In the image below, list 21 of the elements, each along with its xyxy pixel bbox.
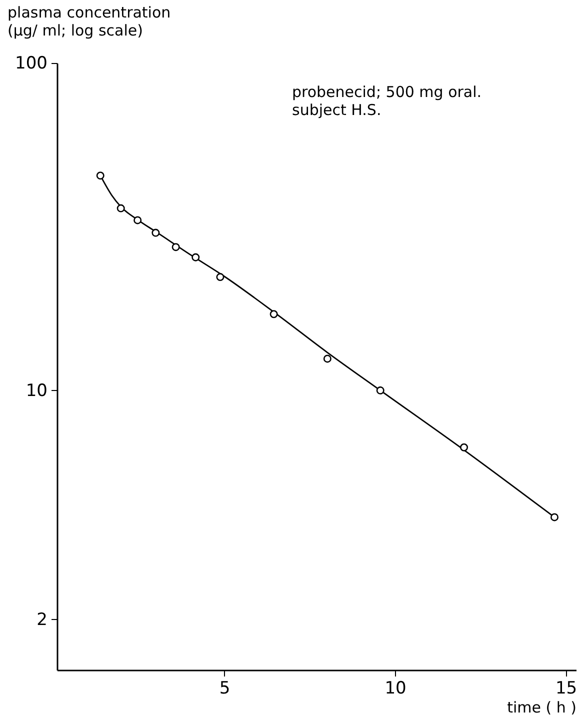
point (216, 273, 224, 282)
point (550, 513, 558, 522)
point (96, 172, 104, 180)
point (323, 354, 332, 363)
y-tick-label: 100 (15, 54, 48, 74)
annotation: probenecid; 500 mg oral. subject H.S. (292, 83, 482, 119)
point (134, 216, 142, 224)
y-tick-label: 10 (26, 380, 48, 401)
y-axis-title: plasma concentration (µg/ ml; log scale) (8, 4, 171, 40)
x-tick-label: 5 (219, 678, 230, 698)
point (376, 386, 384, 394)
point (192, 253, 200, 262)
point (116, 204, 125, 212)
point (460, 443, 468, 452)
x-tick-label: 10 (384, 678, 406, 698)
x-axis-title: time ( h ) (507, 698, 576, 716)
y-tick-label: 2 (36, 610, 48, 630)
point (270, 310, 278, 318)
x-tick-label: 15 (555, 678, 578, 698)
point (152, 228, 160, 237)
point (172, 243, 180, 252)
